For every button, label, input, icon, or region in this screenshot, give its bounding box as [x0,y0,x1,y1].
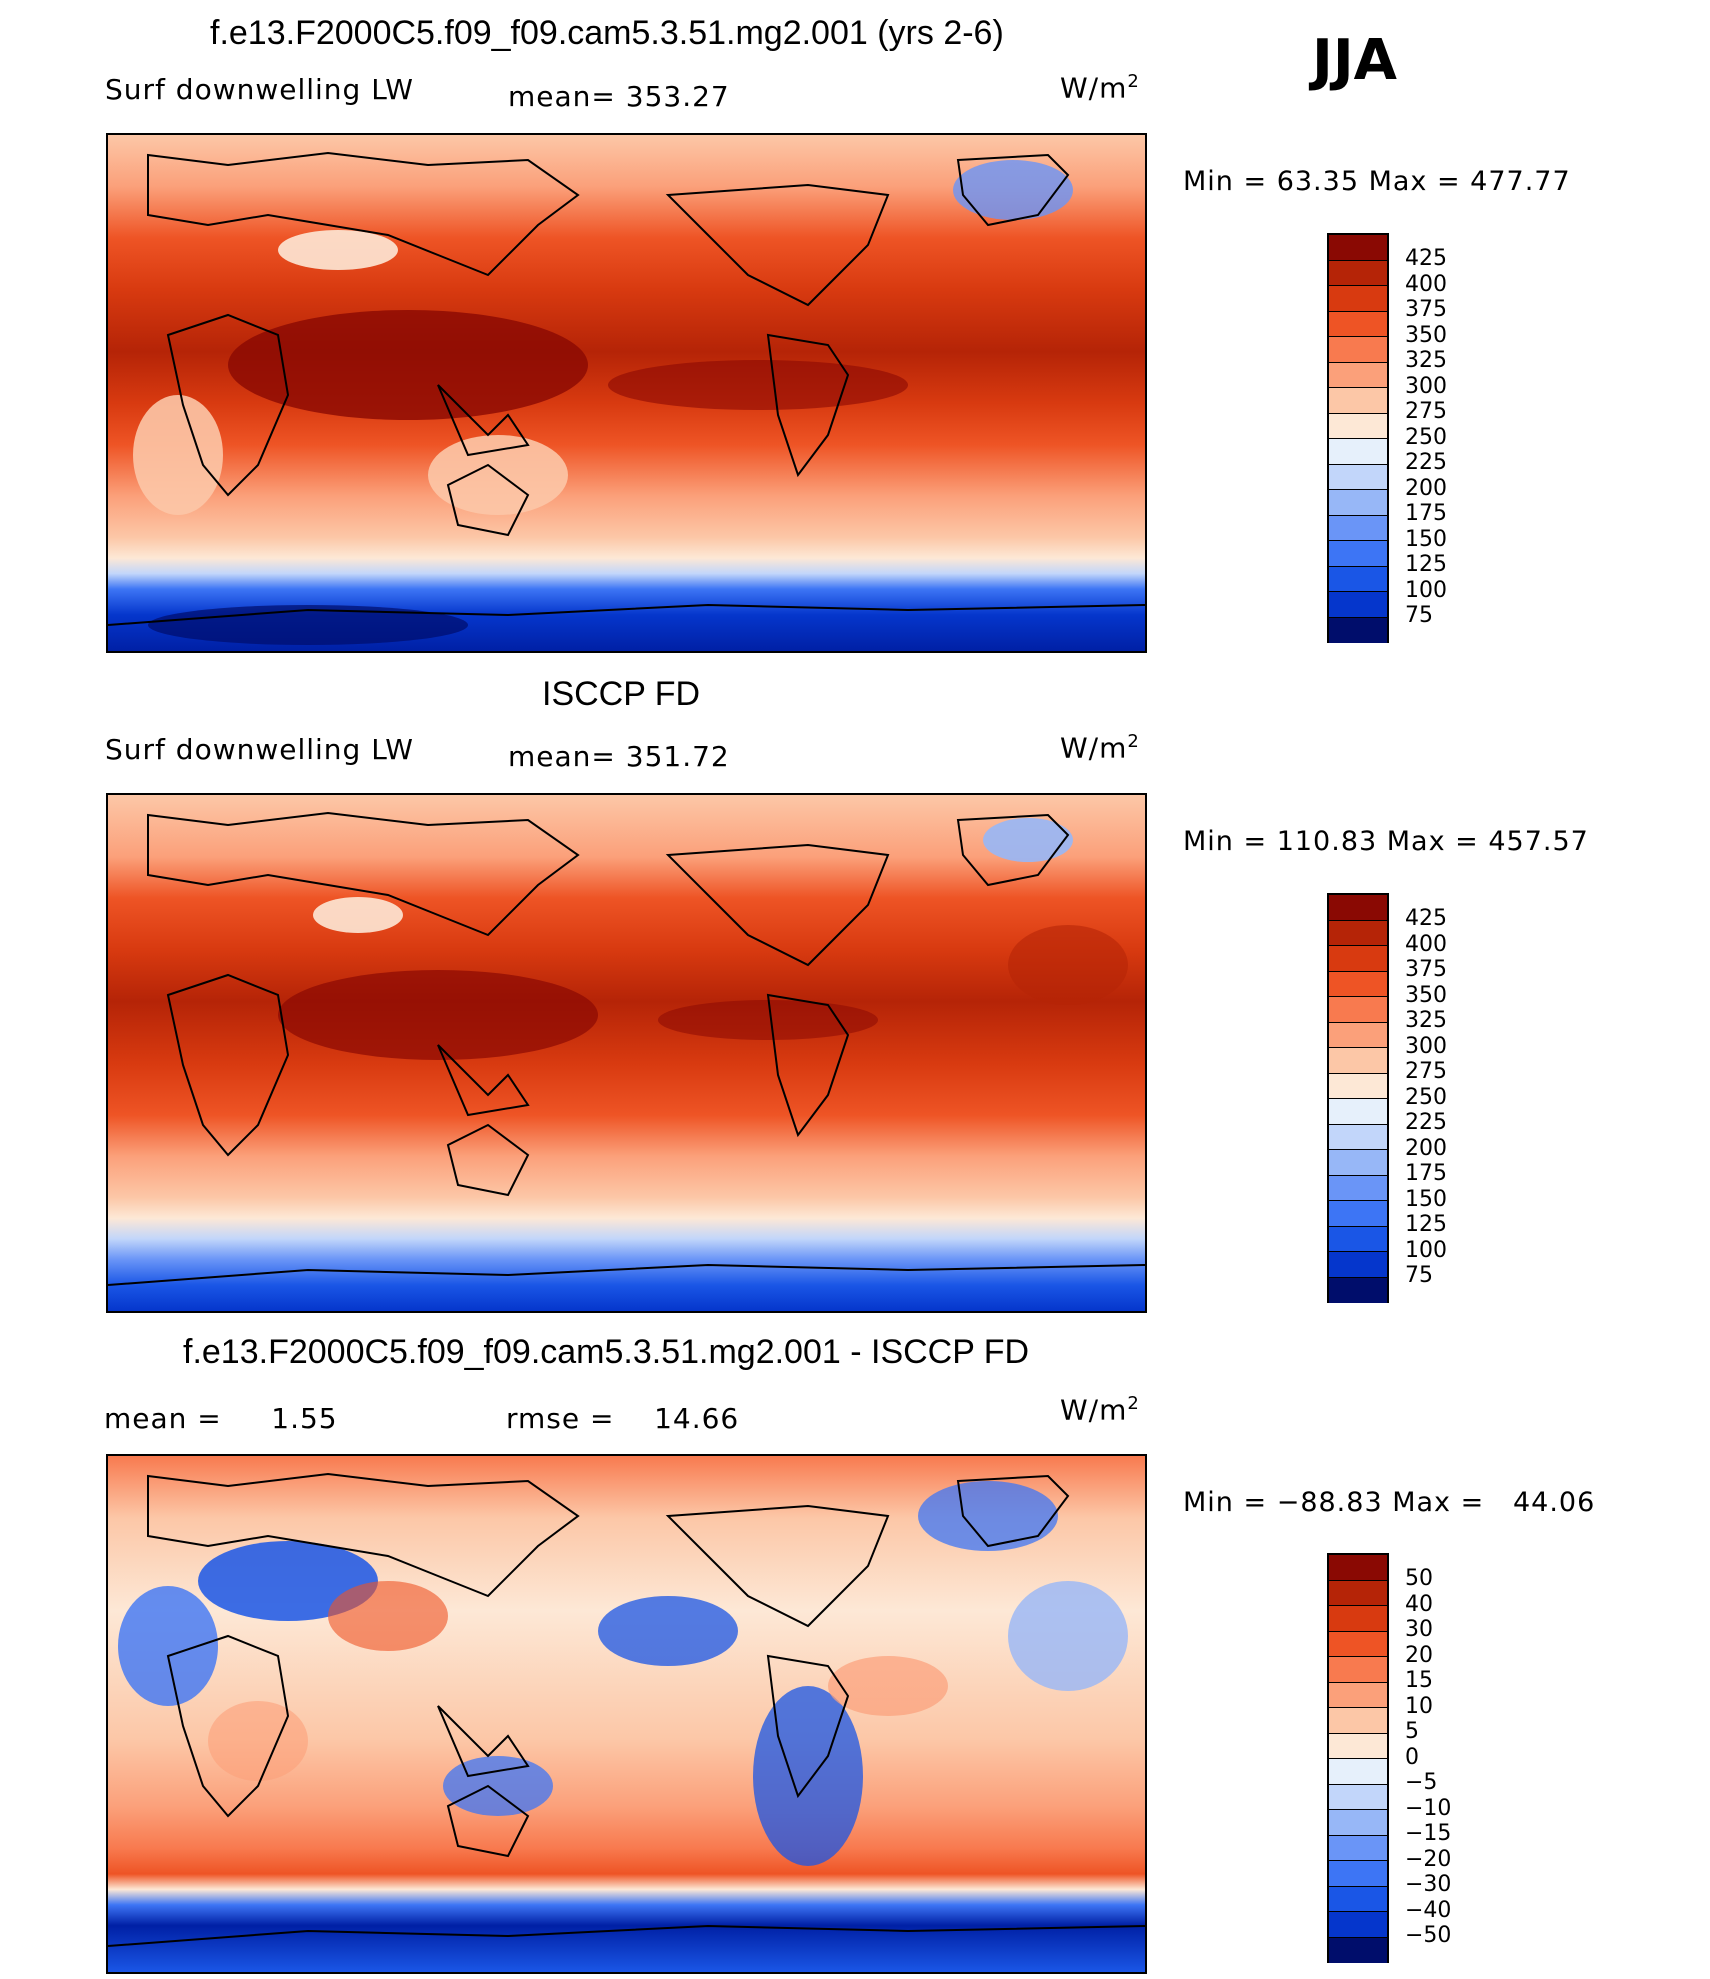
tick: 125 [1405,1212,1447,1237]
panel-1-unit: W/m2 [1060,71,1140,105]
tick: 175 [1405,1161,1447,1186]
tick: 225 [1405,1110,1447,1135]
tick: 400 [1405,931,1447,957]
panel-2-variable-label: Surf downwelling LW [105,733,414,766]
tick: 150 [1405,526,1447,552]
tick: 425 [1405,246,1447,271]
tick: 0 [1405,1744,1419,1770]
tick: 275 [1405,1059,1447,1084]
tick: 40 [1405,1591,1433,1617]
tick: 200 [1405,475,1447,501]
panel-2-title: ISCCP FD [542,675,701,713]
panel-3-map-image [108,1456,1145,1972]
tick: −50 [1405,1923,1452,1948]
tick: 425 [1405,906,1447,931]
tick: 300 [1405,1033,1447,1059]
tick: −40 [1405,1897,1452,1923]
tick: 225 [1405,450,1447,475]
panel-2-map-image [108,795,1145,1311]
tick: −15 [1405,1821,1452,1846]
panel-2-mean-label: mean= 351.72 [508,740,730,773]
tick: 275 [1405,399,1447,424]
panel-2-colorbar-ticks: 425 400 375 350 325 300 275 250 225 200 … [1405,906,1485,1306]
panel-3-title: f.e13.F2000C5.f09_f09.cam5.3.51.mg2.001 … [183,1333,1030,1371]
panel-3-colorbar-ticks: 50 40 30 20 15 10 5 0 −5 −10 −15 −20 −30… [1405,1566,1485,1966]
tick: 350 [1405,982,1447,1008]
panel-3-rmse-label: rmse = 14.66 [506,1402,740,1435]
panel-1-colorbar-ticks: 425 400 375 350 325 300 275 250 225 200 … [1405,246,1485,646]
tick: 150 [1405,1186,1447,1212]
panel-3-unit: W/m2 [1060,1393,1140,1427]
tick: 75 [1405,1263,1433,1288]
panel-1-map [106,133,1147,653]
panel-1-title: f.e13.F2000C5.f09_f09.cam5.3.51.mg2.001 … [210,14,1004,52]
tick: 200 [1405,1135,1447,1161]
tick: 125 [1405,552,1447,577]
tick: 250 [1405,424,1447,450]
tick: −20 [1405,1846,1452,1872]
tick: 175 [1405,501,1447,526]
tick: 30 [1405,1617,1433,1642]
panel-1-mean-label: mean= 353.27 [508,80,730,113]
tick: 5 [1405,1719,1419,1744]
panel-3-minmax: Min = −88.83 Max = 44.06 [1183,1487,1596,1518]
panel-2-colorbar [1327,893,1389,1303]
panel-1-colorbar [1327,233,1389,643]
panel-3-colorbar [1327,1553,1389,1963]
panel-2-unit: W/m2 [1060,731,1140,765]
tick: 350 [1405,322,1447,348]
panel-3-map [106,1454,1147,1974]
tick: 300 [1405,373,1447,399]
tick: 250 [1405,1084,1447,1110]
panel-3-mean-label: mean = 1.55 [104,1402,338,1435]
tick: 50 [1405,1566,1433,1591]
panel-2-map [106,793,1147,1313]
tick: 100 [1405,577,1447,603]
tick: −5 [1405,1770,1438,1795]
panel-1-map-image [108,135,1145,651]
tick: 325 [1405,1008,1447,1033]
tick: 375 [1405,957,1447,982]
tick: 100 [1405,1237,1447,1263]
tick: 15 [1405,1668,1433,1693]
tick: 400 [1405,271,1447,297]
tick: 75 [1405,603,1433,628]
tick: 20 [1405,1642,1433,1668]
tick: −30 [1405,1872,1452,1897]
tick: 10 [1405,1693,1433,1719]
season-label: JJA [1312,28,1398,93]
tick: 325 [1405,348,1447,373]
tick: −10 [1405,1795,1452,1821]
panel-1-minmax: Min = 63.35 Max = 477.77 [1183,166,1571,197]
panel-1-variable-label: Surf downwelling LW [105,73,414,106]
panel-2-minmax: Min = 110.83 Max = 457.57 [1183,826,1589,857]
tick: 375 [1405,297,1447,322]
